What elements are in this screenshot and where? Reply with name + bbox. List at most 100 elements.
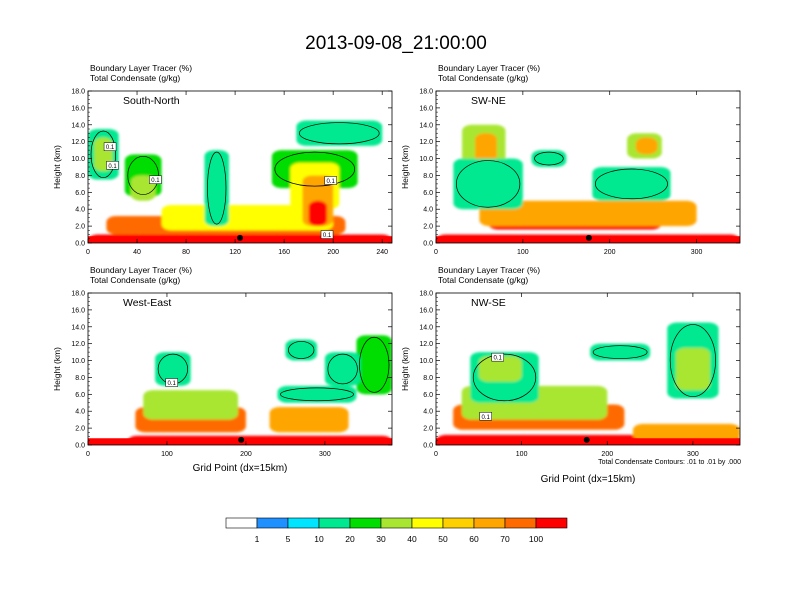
x-tick-label: 0 — [86, 249, 90, 256]
condensate-contour — [592, 345, 648, 359]
y-axis-label: Height (km) — [400, 347, 410, 391]
contour-label: 0.1 — [106, 145, 115, 151]
x-axis-label: Grid Point (dx=15km) — [541, 474, 636, 485]
x-tick-label: 40 — [133, 249, 141, 256]
y-tick-label: 0.0 — [75, 241, 85, 248]
x-axis-label: Grid Point (dx=15km) — [193, 463, 288, 474]
y-tick-label: 12.0 — [71, 341, 85, 348]
condensate-contours — [456, 151, 668, 208]
x-tick-label: 100 — [161, 451, 173, 458]
contour-label: 0.1 — [481, 415, 490, 421]
y-tick-label: 0.0 — [75, 443, 85, 450]
y-tick-label: 0.0 — [423, 443, 433, 450]
y-tick-label: 10.0 — [71, 156, 85, 163]
y-tick-label: 4.0 — [423, 207, 433, 214]
colorbar-swatch — [380, 517, 413, 529]
x-tick-label: 240 — [376, 249, 388, 256]
colorbar-label: 70 — [500, 534, 510, 544]
contour-label: 0.1 — [108, 164, 117, 170]
x-tick-label: 200 — [601, 451, 613, 458]
y-tick-label: 18.0 — [71, 291, 85, 298]
y-tick-label: 6.0 — [423, 392, 433, 399]
tracer-field — [285, 339, 317, 361]
tracer-field — [592, 167, 671, 201]
y-tick-label: 10.0 — [419, 156, 433, 163]
y-axis-label: Height (km) — [52, 347, 62, 391]
x-tick-label: 160 — [278, 249, 290, 256]
figure-title: 2013-09-08_21:00:00 — [305, 33, 487, 54]
contour-label-box — [491, 352, 504, 362]
tracer-field — [356, 335, 392, 395]
panel-1: Boundary Layer Tracer (%)Total Condensat… — [52, 63, 393, 256]
y-tick-label: 12.0 — [419, 139, 433, 146]
tracer-field — [675, 347, 711, 391]
y-tick-label: 8.0 — [423, 173, 433, 180]
contour-label-box — [106, 161, 119, 170]
x-tick-label: 0 — [86, 451, 90, 458]
contour-label-box — [320, 230, 334, 239]
panel-subtitle-condensate: Total Condensate (g/kg) — [90, 73, 180, 83]
colorbar-swatch — [349, 517, 382, 529]
contour-label-box — [479, 412, 492, 421]
tracer-field — [453, 158, 523, 210]
y-tick-label: 10.0 — [71, 358, 85, 365]
y-tick-label: 14.0 — [419, 122, 433, 129]
y-tick-label: 16.0 — [419, 307, 433, 314]
panel-subtitle-condensate: Total Condensate (g/kg) — [438, 73, 528, 83]
tracer-field — [155, 352, 191, 386]
contour-label-box — [103, 142, 117, 151]
colorbar-label: 100 — [529, 534, 543, 544]
y-tick-label: 2.0 — [75, 426, 85, 433]
y-tick-label: 8.0 — [423, 375, 433, 382]
condensate-contour — [327, 353, 358, 385]
colorbar-label: 60 — [469, 534, 479, 544]
colorbar-swatch — [318, 517, 351, 529]
x-tick-label: 120 — [229, 249, 241, 256]
y-axis-label: Height (km) — [52, 145, 62, 189]
colorbar-label: 10 — [314, 534, 324, 544]
condensate-contours — [472, 324, 716, 402]
location-marker — [237, 234, 243, 241]
tracer-field — [269, 407, 349, 433]
colorbar-label: 40 — [407, 534, 417, 544]
colorbar: 1 5 10 20 30 40 50 60 70 100 — [225, 517, 568, 544]
x-tick-label: 300 — [687, 451, 699, 458]
condensate-contour — [669, 324, 716, 397]
colorbar-label: 50 — [438, 534, 448, 544]
cross-section-label: NW-SE — [471, 297, 506, 309]
colorbar-label: 20 — [345, 534, 355, 544]
colorbar-label: 1 — [255, 534, 260, 544]
y-tick-label: 8.0 — [75, 173, 85, 180]
condensate-contour — [456, 160, 521, 208]
y-tick-label: 6.0 — [75, 190, 85, 197]
panel-4: Boundary Layer Tracer (%)Total Condensat… — [400, 265, 741, 485]
panel-plot-area: 0.1 0.1 — [436, 293, 740, 445]
contour-label-box — [149, 175, 162, 184]
panels: Boundary Layer Tracer (%) Total Condensat… — [52, 63, 741, 485]
y-tick-label: 2.0 — [423, 224, 433, 231]
y-tick-label: 2.0 — [423, 426, 433, 433]
condensate-contour — [534, 151, 564, 166]
cross-section-label: West-East — [123, 297, 171, 309]
x-tick-label: 80 — [182, 249, 190, 256]
y-tick-label: 18.0 — [419, 291, 433, 298]
panel-plot-area — [436, 91, 740, 243]
tracer-field — [478, 356, 522, 382]
contour-label-box — [165, 378, 178, 387]
colorbar-swatch — [504, 517, 537, 529]
y-tick-label: 14.0 — [71, 122, 85, 129]
cross-section-label: SW-NE — [471, 95, 506, 107]
condensate-contour — [472, 353, 537, 402]
contour-footnote: Total Condensate Contours: .01 to .01 by… — [598, 459, 741, 466]
x-tick-label: 300 — [319, 451, 331, 458]
tracer-field — [531, 150, 567, 167]
colorbar-swatch — [287, 517, 320, 529]
x-tick-label: 300 — [691, 249, 703, 256]
colorbar-swatch — [473, 517, 506, 529]
y-tick-label: 16.0 — [71, 105, 85, 112]
panel-subtitle-tracer: Boundary Layer Tracer (%) — [90, 265, 192, 275]
colorbar-label: 5 — [286, 534, 291, 544]
location-marker — [585, 234, 592, 241]
x-tick-label: 100 — [516, 451, 528, 458]
